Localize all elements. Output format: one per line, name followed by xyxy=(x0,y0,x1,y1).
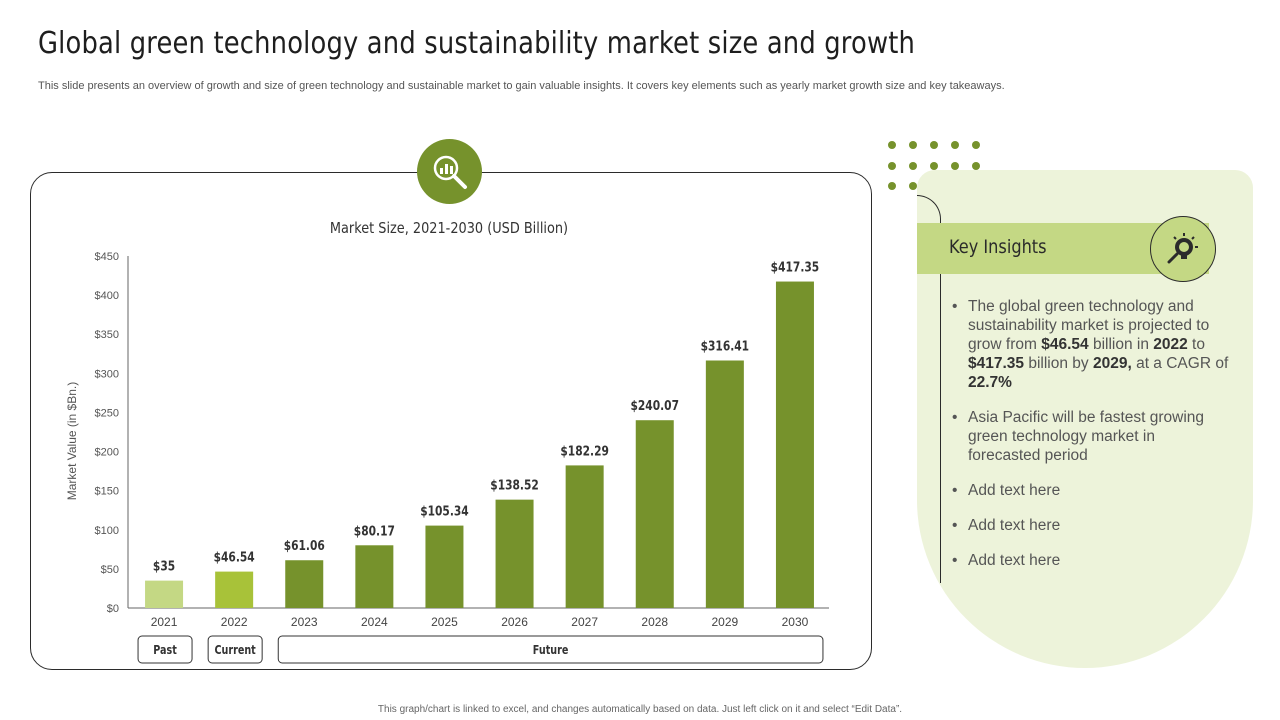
data-label: $417.35 xyxy=(771,260,820,275)
insight-text: at a CAGR of xyxy=(1131,355,1229,372)
x-tick-label: 2027 xyxy=(571,615,598,629)
y-axis-label: Market Value (in $Bn.) xyxy=(65,382,79,501)
x-tick-label: 2028 xyxy=(641,615,668,629)
y-tick-label: $350 xyxy=(95,329,119,341)
data-label: $80.17 xyxy=(354,523,395,538)
insight-item: Add text here xyxy=(950,551,1230,570)
bar-2027 xyxy=(565,465,604,608)
insight-text: billion by xyxy=(1024,355,1093,372)
x-tick-label: 2029 xyxy=(711,615,738,629)
market-size-chart: Market Size, 2021-2030 (USD Billion) Mar… xyxy=(65,220,829,664)
insight-text: Add text here xyxy=(968,552,1061,569)
bar-2028 xyxy=(635,420,674,608)
y-tick-label: $250 xyxy=(95,407,119,419)
insight-text: Add text here xyxy=(968,482,1061,499)
data-label: $316.41 xyxy=(701,338,750,353)
period-box-future xyxy=(277,635,824,664)
x-tick-label: 2021 xyxy=(151,615,178,629)
data-label: $105.34 xyxy=(420,504,469,519)
y-tick-label: $0 xyxy=(107,603,119,615)
insight-text: to xyxy=(1187,336,1205,353)
insight-text: billion in xyxy=(1088,336,1154,353)
bar-2023 xyxy=(285,560,324,608)
footer-note: This graph/chart is linked to excel, and… xyxy=(377,704,903,715)
period-label: Current xyxy=(215,643,256,657)
chart-title: Market Size, 2021-2030 (USD Billion) xyxy=(330,220,568,237)
data-label: $182.29 xyxy=(560,443,609,458)
period-label: Past xyxy=(153,643,177,657)
x-tick-label: 2025 xyxy=(431,615,458,629)
page-title: Global green technology and sustainabili… xyxy=(38,26,916,61)
x-tick-label: 2026 xyxy=(501,615,528,629)
data-label: $138.52 xyxy=(490,478,539,493)
x-tick-label: 2022 xyxy=(221,615,248,629)
insight-text: Asia Pacific will be fastest growing gre… xyxy=(968,409,1205,464)
data-label: $61.06 xyxy=(284,538,325,553)
insight-item: Add text here xyxy=(950,481,1230,500)
y-tick-label: $100 xyxy=(95,525,119,537)
insight-item: Asia Pacific will be fastest growing gre… xyxy=(950,408,1230,465)
period-box-past xyxy=(137,635,193,664)
period-box-current xyxy=(207,635,263,664)
y-tick-label: $400 xyxy=(95,290,119,302)
analytics-magnifier-icon xyxy=(417,139,482,204)
y-tick-label: $300 xyxy=(95,368,119,380)
insight-highlight: $417.35 xyxy=(968,355,1025,372)
insight-highlight: $46.54 xyxy=(1041,336,1089,353)
y-tick-label: $200 xyxy=(95,447,119,459)
bar-2022 xyxy=(215,571,254,608)
insight-highlight: 22.7% xyxy=(968,374,1012,391)
bar-2030 xyxy=(775,281,814,608)
data-label: $240.07 xyxy=(630,398,679,413)
data-label: $46.54 xyxy=(214,550,255,565)
insight-highlight: 2022 xyxy=(1153,336,1188,353)
bar-2024 xyxy=(355,545,394,608)
insight-text: The global green technology and sustaina… xyxy=(968,298,1210,353)
insight-text: Add text here xyxy=(968,517,1061,534)
insight-item: The global green technology and sustaina… xyxy=(950,297,1230,392)
insight-highlight: 2029, xyxy=(1092,355,1132,372)
insight-item: Add text here xyxy=(950,516,1230,535)
bar-2029 xyxy=(705,360,744,608)
lightbulb-icon xyxy=(1150,216,1216,282)
insights-list: The global green technology and sustaina… xyxy=(950,297,1230,586)
y-tick-label: $450 xyxy=(95,251,119,263)
x-tick-label: 2024 xyxy=(361,615,388,629)
y-tick-label: $50 xyxy=(101,564,119,576)
data-label: $35 xyxy=(153,559,175,574)
x-tick-label: 2030 xyxy=(782,615,809,629)
page-subtitle: This slide presents an overview of growt… xyxy=(38,80,1005,92)
bar-2021 xyxy=(145,580,184,608)
bar-2025 xyxy=(425,525,464,608)
bar-2026 xyxy=(495,499,534,608)
x-tick-label: 2023 xyxy=(291,615,318,629)
period-label: Future xyxy=(533,643,569,657)
y-tick-label: $150 xyxy=(95,486,119,498)
insights-title: Key Insights xyxy=(949,236,1047,258)
